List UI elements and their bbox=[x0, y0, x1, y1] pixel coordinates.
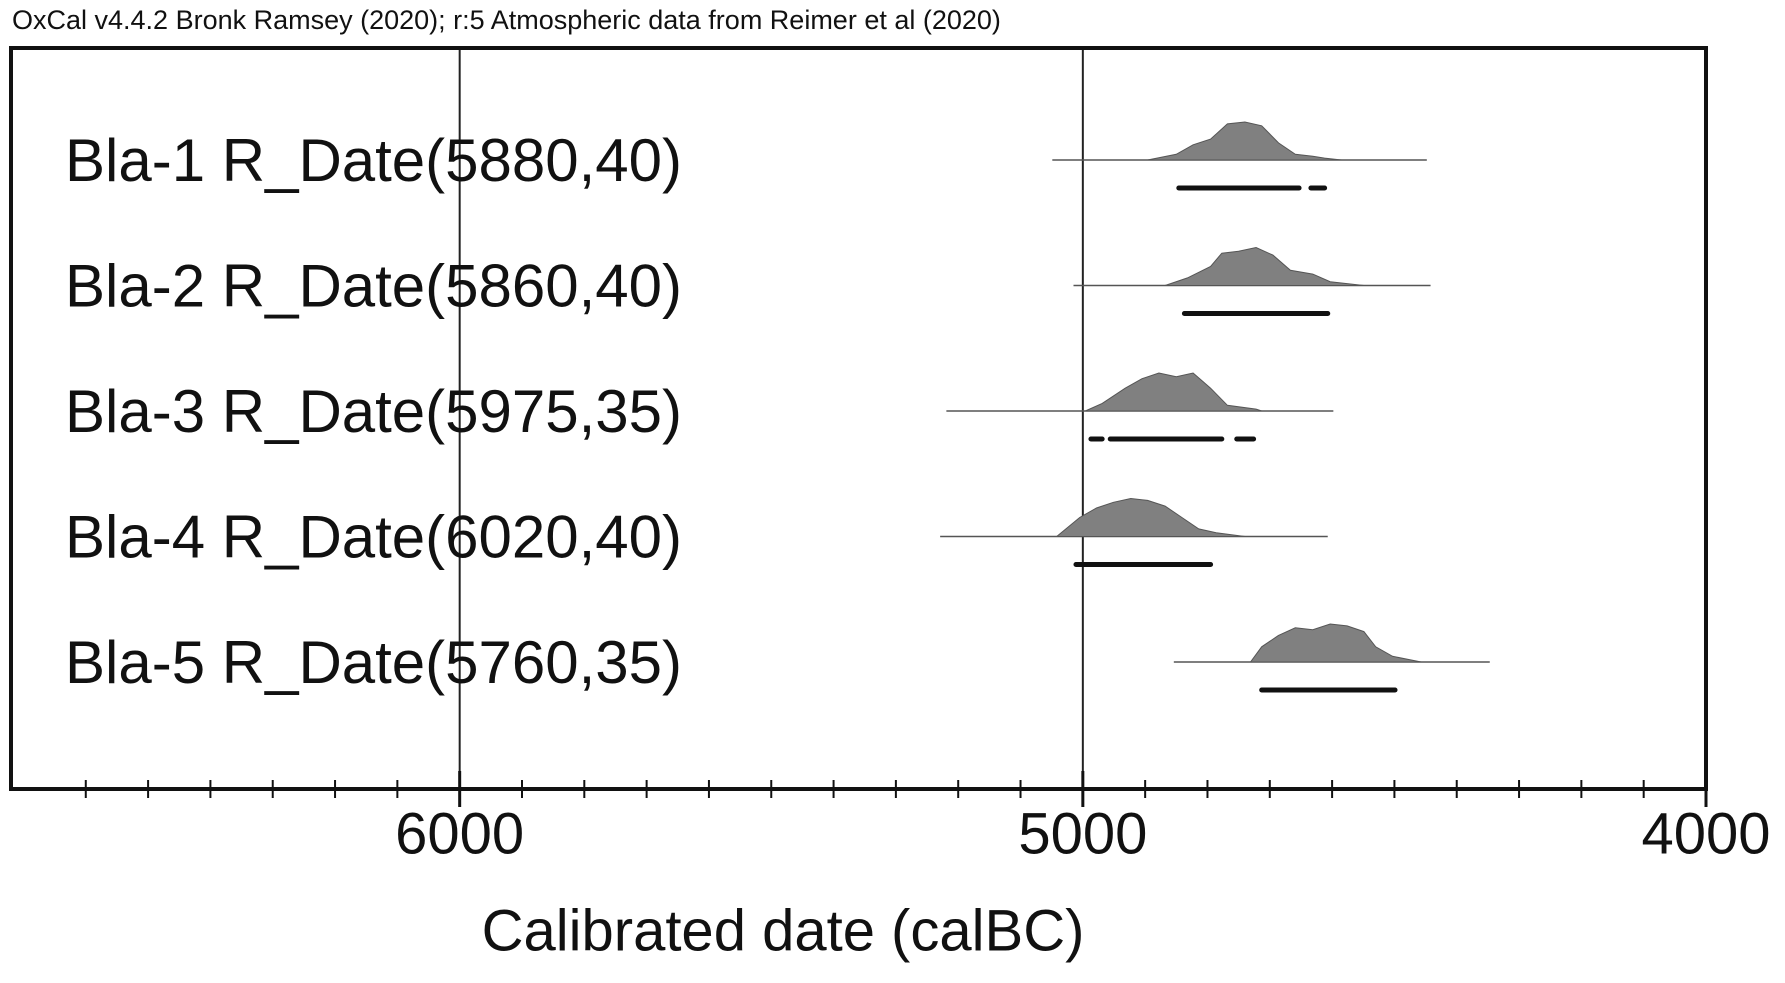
x-axis-title: Calibrated date (calBC) bbox=[482, 898, 1085, 963]
distribution bbox=[1249, 623, 1422, 663]
distribution bbox=[1164, 246, 1364, 286]
x-tick-label: 4000 bbox=[1641, 801, 1770, 866]
distribution bbox=[1055, 497, 1245, 537]
x-tick-label: 5000 bbox=[1018, 801, 1147, 866]
distribution bbox=[1085, 372, 1262, 412]
item-label: Bla-2 R_Date(5860,40) bbox=[65, 252, 682, 319]
item-label: Bla-3 R_Date(5975,35) bbox=[65, 378, 682, 445]
header: OxCal v4.4.2 Bronk Ramsey (2020); r:5 At… bbox=[12, 5, 1001, 35]
item-label: Bla-4 R_Date(6020,40) bbox=[65, 503, 682, 570]
item-label: Bla-1 R_Date(5880,40) bbox=[65, 127, 682, 194]
distribution bbox=[1147, 121, 1342, 161]
item-label: Bla-5 R_Date(5760,35) bbox=[65, 629, 682, 696]
x-tick-label: 6000 bbox=[395, 801, 524, 866]
plot-frame bbox=[9, 46, 1708, 791]
